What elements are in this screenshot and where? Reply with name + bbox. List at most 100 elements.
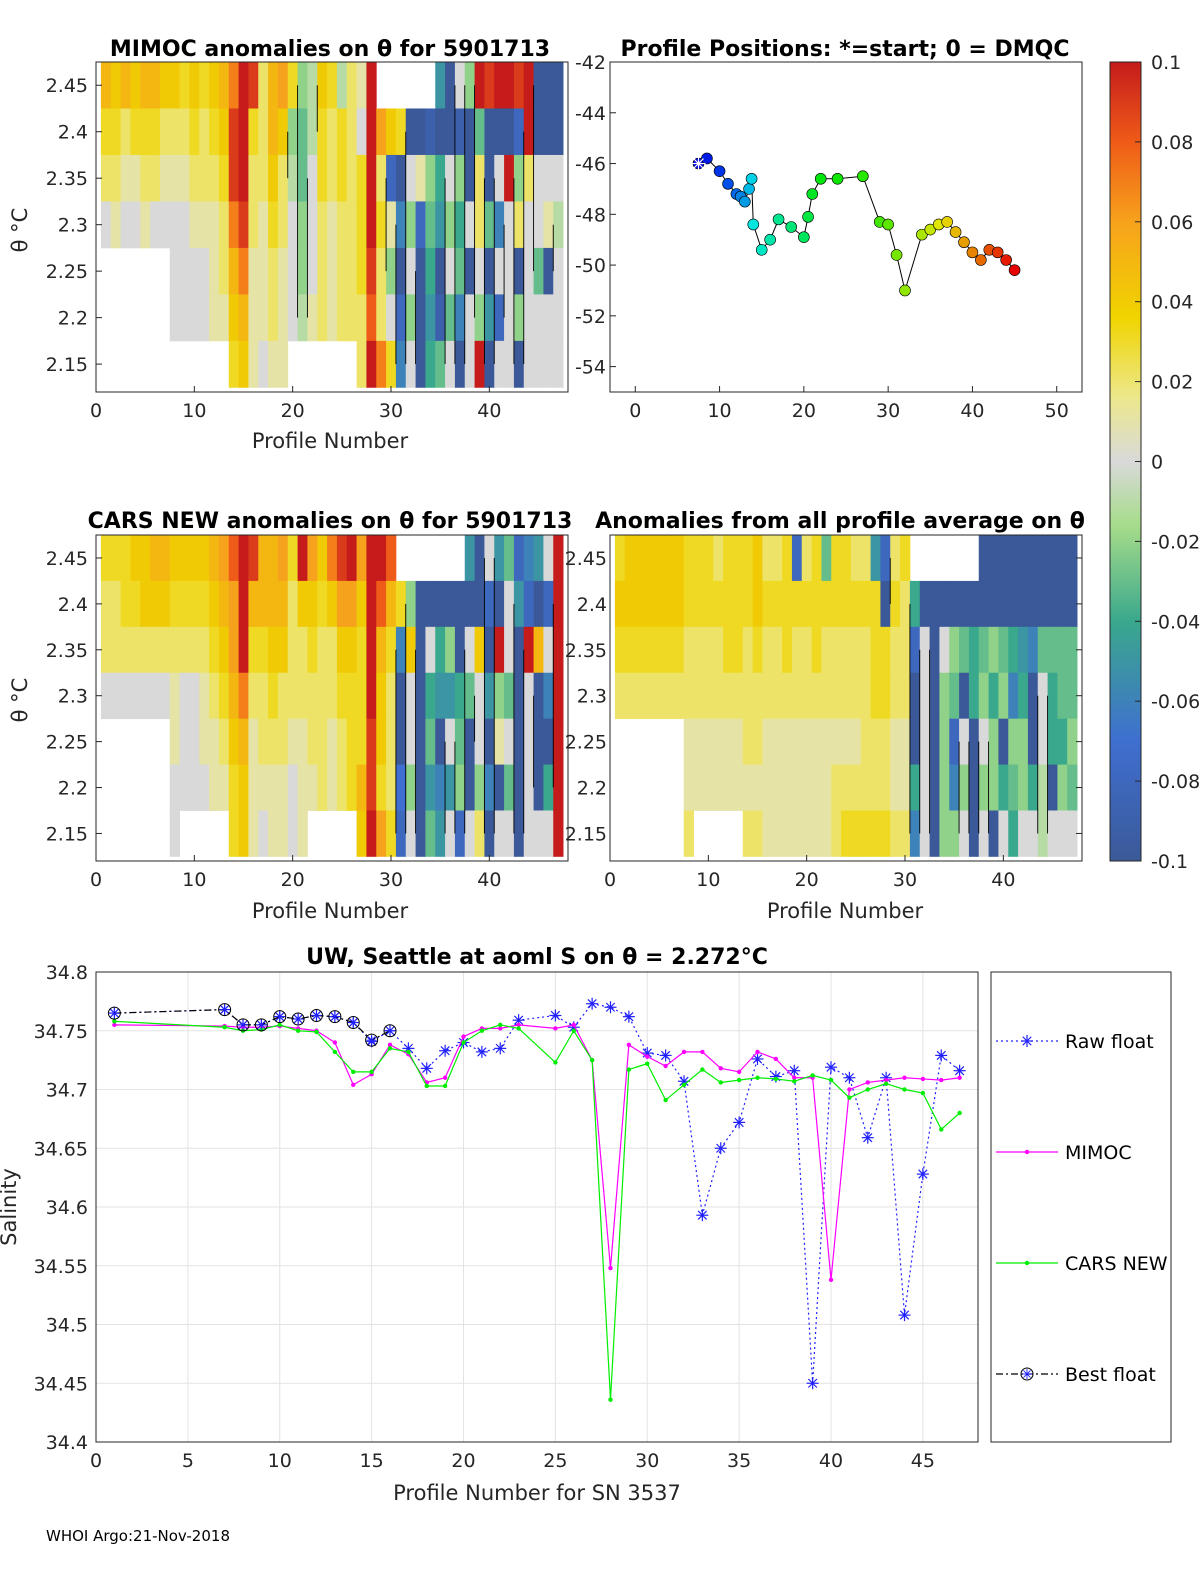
heatmap-cell (415, 626, 426, 674)
heatmap-cell (159, 535, 171, 582)
legend-label: Best float (1065, 1364, 1156, 1386)
heatmap-cell (742, 718, 753, 765)
heatmap-cell (504, 62, 515, 109)
heatmap-cell (762, 718, 773, 765)
heatmap-cell (317, 580, 328, 628)
heatmap-cell (464, 154, 475, 202)
heatmap-cell (100, 626, 112, 674)
heatmap-cell (130, 154, 141, 202)
heatmap-cell (297, 810, 308, 857)
heatmap-cell (513, 62, 525, 109)
heatmap-cell (543, 718, 554, 765)
y-tick-label: 2.15 (46, 354, 88, 376)
heatmap-cell (120, 154, 131, 202)
series-point (681, 1082, 687, 1088)
cars-ylabel: θ °C (8, 678, 32, 723)
heatmap-cell (130, 535, 141, 582)
heatmap-cell (120, 535, 131, 582)
heatmap-cell (978, 672, 989, 720)
heatmap-cell (949, 718, 960, 765)
heatmap-cell (614, 626, 626, 674)
best-point (291, 1012, 305, 1026)
heatmap-cell (346, 535, 357, 582)
star-stroke (239, 1021, 247, 1029)
heatmap-cell (356, 340, 367, 388)
heatmap-cell (307, 718, 318, 765)
heatmap-cell (346, 62, 357, 109)
raw-point (475, 1045, 488, 1058)
heatmap-cell (120, 672, 131, 720)
heatmap-cell (909, 810, 921, 857)
heatmap-cell (356, 718, 367, 765)
heatmap-cell (258, 672, 269, 720)
series-point (571, 1022, 576, 1028)
heatmap-cell (297, 108, 308, 156)
heatmap-cell (435, 154, 446, 202)
heatmap-cell (356, 810, 367, 857)
y-tick-label: 34.5 (46, 1315, 88, 1337)
heatmap-cell (1047, 672, 1058, 720)
heatmap-cell (1047, 626, 1058, 674)
circle-marker (383, 1024, 397, 1038)
profile-position (814, 172, 827, 185)
heatmap-cell (831, 764, 842, 811)
heatmap-cell (445, 201, 456, 249)
heatmap-cell (533, 340, 544, 388)
series-point (663, 1063, 668, 1069)
heatmap-cell (317, 62, 328, 109)
heatmap-cell (297, 672, 308, 720)
heatmap-cell (484, 294, 495, 342)
heatmap-cell (140, 154, 151, 202)
star-stroke (587, 999, 597, 1009)
heatmap-cell (248, 672, 259, 720)
heatmap-cell (150, 626, 161, 674)
heatmap-cell (713, 672, 724, 720)
heatmap-cell (248, 810, 259, 857)
star-stroke (752, 1054, 763, 1064)
profile-position (966, 246, 979, 259)
heatmap-cell (664, 626, 675, 674)
heatmap-cell (742, 626, 753, 674)
heatmap-cell (644, 672, 655, 720)
circle-marker (254, 1018, 268, 1032)
heatmap-cell (634, 580, 645, 628)
heatmap-cell (445, 294, 456, 342)
heatmap-cell (415, 108, 426, 156)
heatmap-cell (1057, 672, 1068, 720)
heatmap-cell (366, 718, 377, 765)
heatmap-cell (474, 294, 485, 342)
heatmap-cell (110, 201, 121, 249)
heatmap-cell (435, 764, 446, 811)
heatmap-cell (841, 580, 852, 628)
heatmap-cell (484, 764, 495, 811)
heatmap-cell (179, 580, 190, 628)
heatmap-cell (673, 535, 685, 582)
series-point (920, 1076, 926, 1082)
heatmap-cell (140, 535, 151, 582)
heatmap-cell (100, 62, 112, 109)
x-tick-label: 10 (182, 869, 206, 891)
best-point (328, 1010, 342, 1024)
legend-item: MIMOC (996, 1142, 1132, 1164)
heatmap-cell (327, 62, 338, 109)
series-point (112, 1022, 117, 1028)
heatmap-cell (880, 535, 891, 582)
series-point (920, 1090, 926, 1096)
raw-point (604, 1001, 617, 1014)
heatmap-cell (287, 672, 298, 720)
heatmap-cell (553, 810, 564, 857)
heatmap-cell (445, 764, 456, 811)
heatmap-cell (523, 718, 534, 765)
heatmap-cell (533, 247, 544, 295)
heatmap-cell (464, 201, 475, 249)
heatmap-cell (327, 247, 338, 295)
heatmap-cell (277, 535, 289, 582)
start-star-stroke (693, 158, 704, 169)
heatmap-cell (405, 672, 416, 720)
heatmap-cell (860, 580, 871, 628)
heatmap-cell (880, 810, 891, 857)
heatmap-cell (218, 154, 230, 202)
heatmap-cell (297, 294, 308, 342)
best-point (254, 1018, 268, 1032)
heatmap-cell (791, 672, 803, 720)
